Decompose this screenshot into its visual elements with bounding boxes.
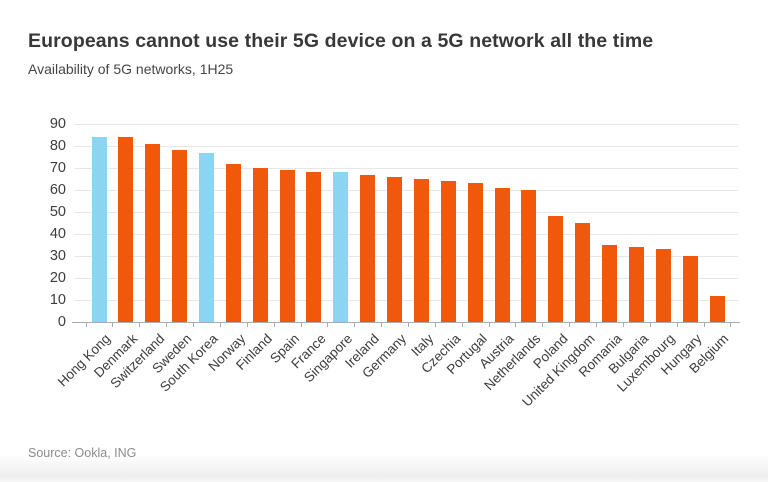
x-axis-tick [112, 323, 114, 327]
bar [387, 176, 403, 322]
chart-subtitle: Availability of 5G networks, 1H25 [28, 61, 234, 77]
y-axis-tick-label: 70 [49, 160, 66, 176]
x-axis-tick [246, 323, 248, 327]
bar [682, 256, 698, 322]
bar [467, 183, 483, 322]
bar [118, 137, 134, 322]
x-axis-tick [219, 323, 221, 327]
gridline [74, 124, 738, 125]
bar [575, 223, 591, 322]
x-axis-tick [327, 323, 329, 327]
bar [91, 137, 107, 322]
source-note: Source: Ookla, ING [28, 446, 137, 460]
x-axis-tick [381, 323, 383, 327]
x-axis-tick [434, 323, 436, 327]
bar [413, 179, 429, 322]
gridline [74, 168, 738, 169]
y-axis-tick-label: 0 [57, 314, 66, 330]
y-axis-tick-label: 40 [49, 226, 66, 242]
bar [494, 187, 510, 322]
bar [252, 168, 268, 322]
bar [306, 172, 322, 322]
bar [655, 249, 671, 322]
bar [521, 190, 537, 322]
bar [628, 247, 644, 322]
bar [440, 181, 456, 322]
x-axis-tick [622, 323, 624, 327]
x-axis-tick [515, 323, 517, 327]
y-axis-tick-label: 10 [49, 292, 66, 308]
x-axis-tick [569, 323, 571, 327]
x-axis-tick [542, 323, 544, 327]
x-axis-tick [676, 323, 678, 327]
x-axis-tick [166, 323, 168, 327]
x-axis-tick [139, 323, 141, 327]
x-axis-tick [461, 323, 463, 327]
y-axis-tick-label: 90 [49, 116, 66, 132]
bar [548, 216, 564, 322]
x-axis-tick [354, 323, 356, 327]
y-axis-tick-label: 30 [49, 248, 66, 264]
x-axis-tick [703, 323, 705, 327]
x-axis-tick [85, 323, 87, 327]
y-axis-tick-label: 60 [49, 182, 66, 198]
x-axis-tick [730, 323, 732, 327]
bar [602, 245, 618, 322]
x-axis-tick [193, 323, 195, 327]
gridline [74, 212, 738, 213]
bar [709, 295, 725, 322]
x-axis-tick [649, 323, 651, 327]
y-axis-tick-label: 20 [49, 270, 66, 286]
x-axis-tick [596, 323, 598, 327]
gridline [74, 256, 738, 257]
bar [279, 170, 295, 322]
gridline [74, 234, 738, 235]
gridline [74, 146, 738, 147]
gridline [74, 300, 738, 301]
bar [360, 174, 376, 322]
bar [172, 150, 188, 322]
x-axis-tick [300, 323, 302, 327]
bar [225, 163, 241, 322]
x-axis-tick [488, 323, 490, 327]
x-axis-tick [273, 323, 275, 327]
chart-title: Europeans cannot use their 5G device on … [28, 30, 654, 52]
x-axis-tick [408, 323, 409, 327]
bar [198, 152, 214, 322]
gridline [74, 278, 738, 279]
y-axis-tick-label: 50 [49, 204, 66, 220]
bar [333, 172, 349, 322]
gridline [74, 190, 738, 191]
x-axis-line [72, 322, 740, 323]
bar [145, 143, 161, 322]
y-axis-tick-label: 80 [49, 138, 66, 154]
